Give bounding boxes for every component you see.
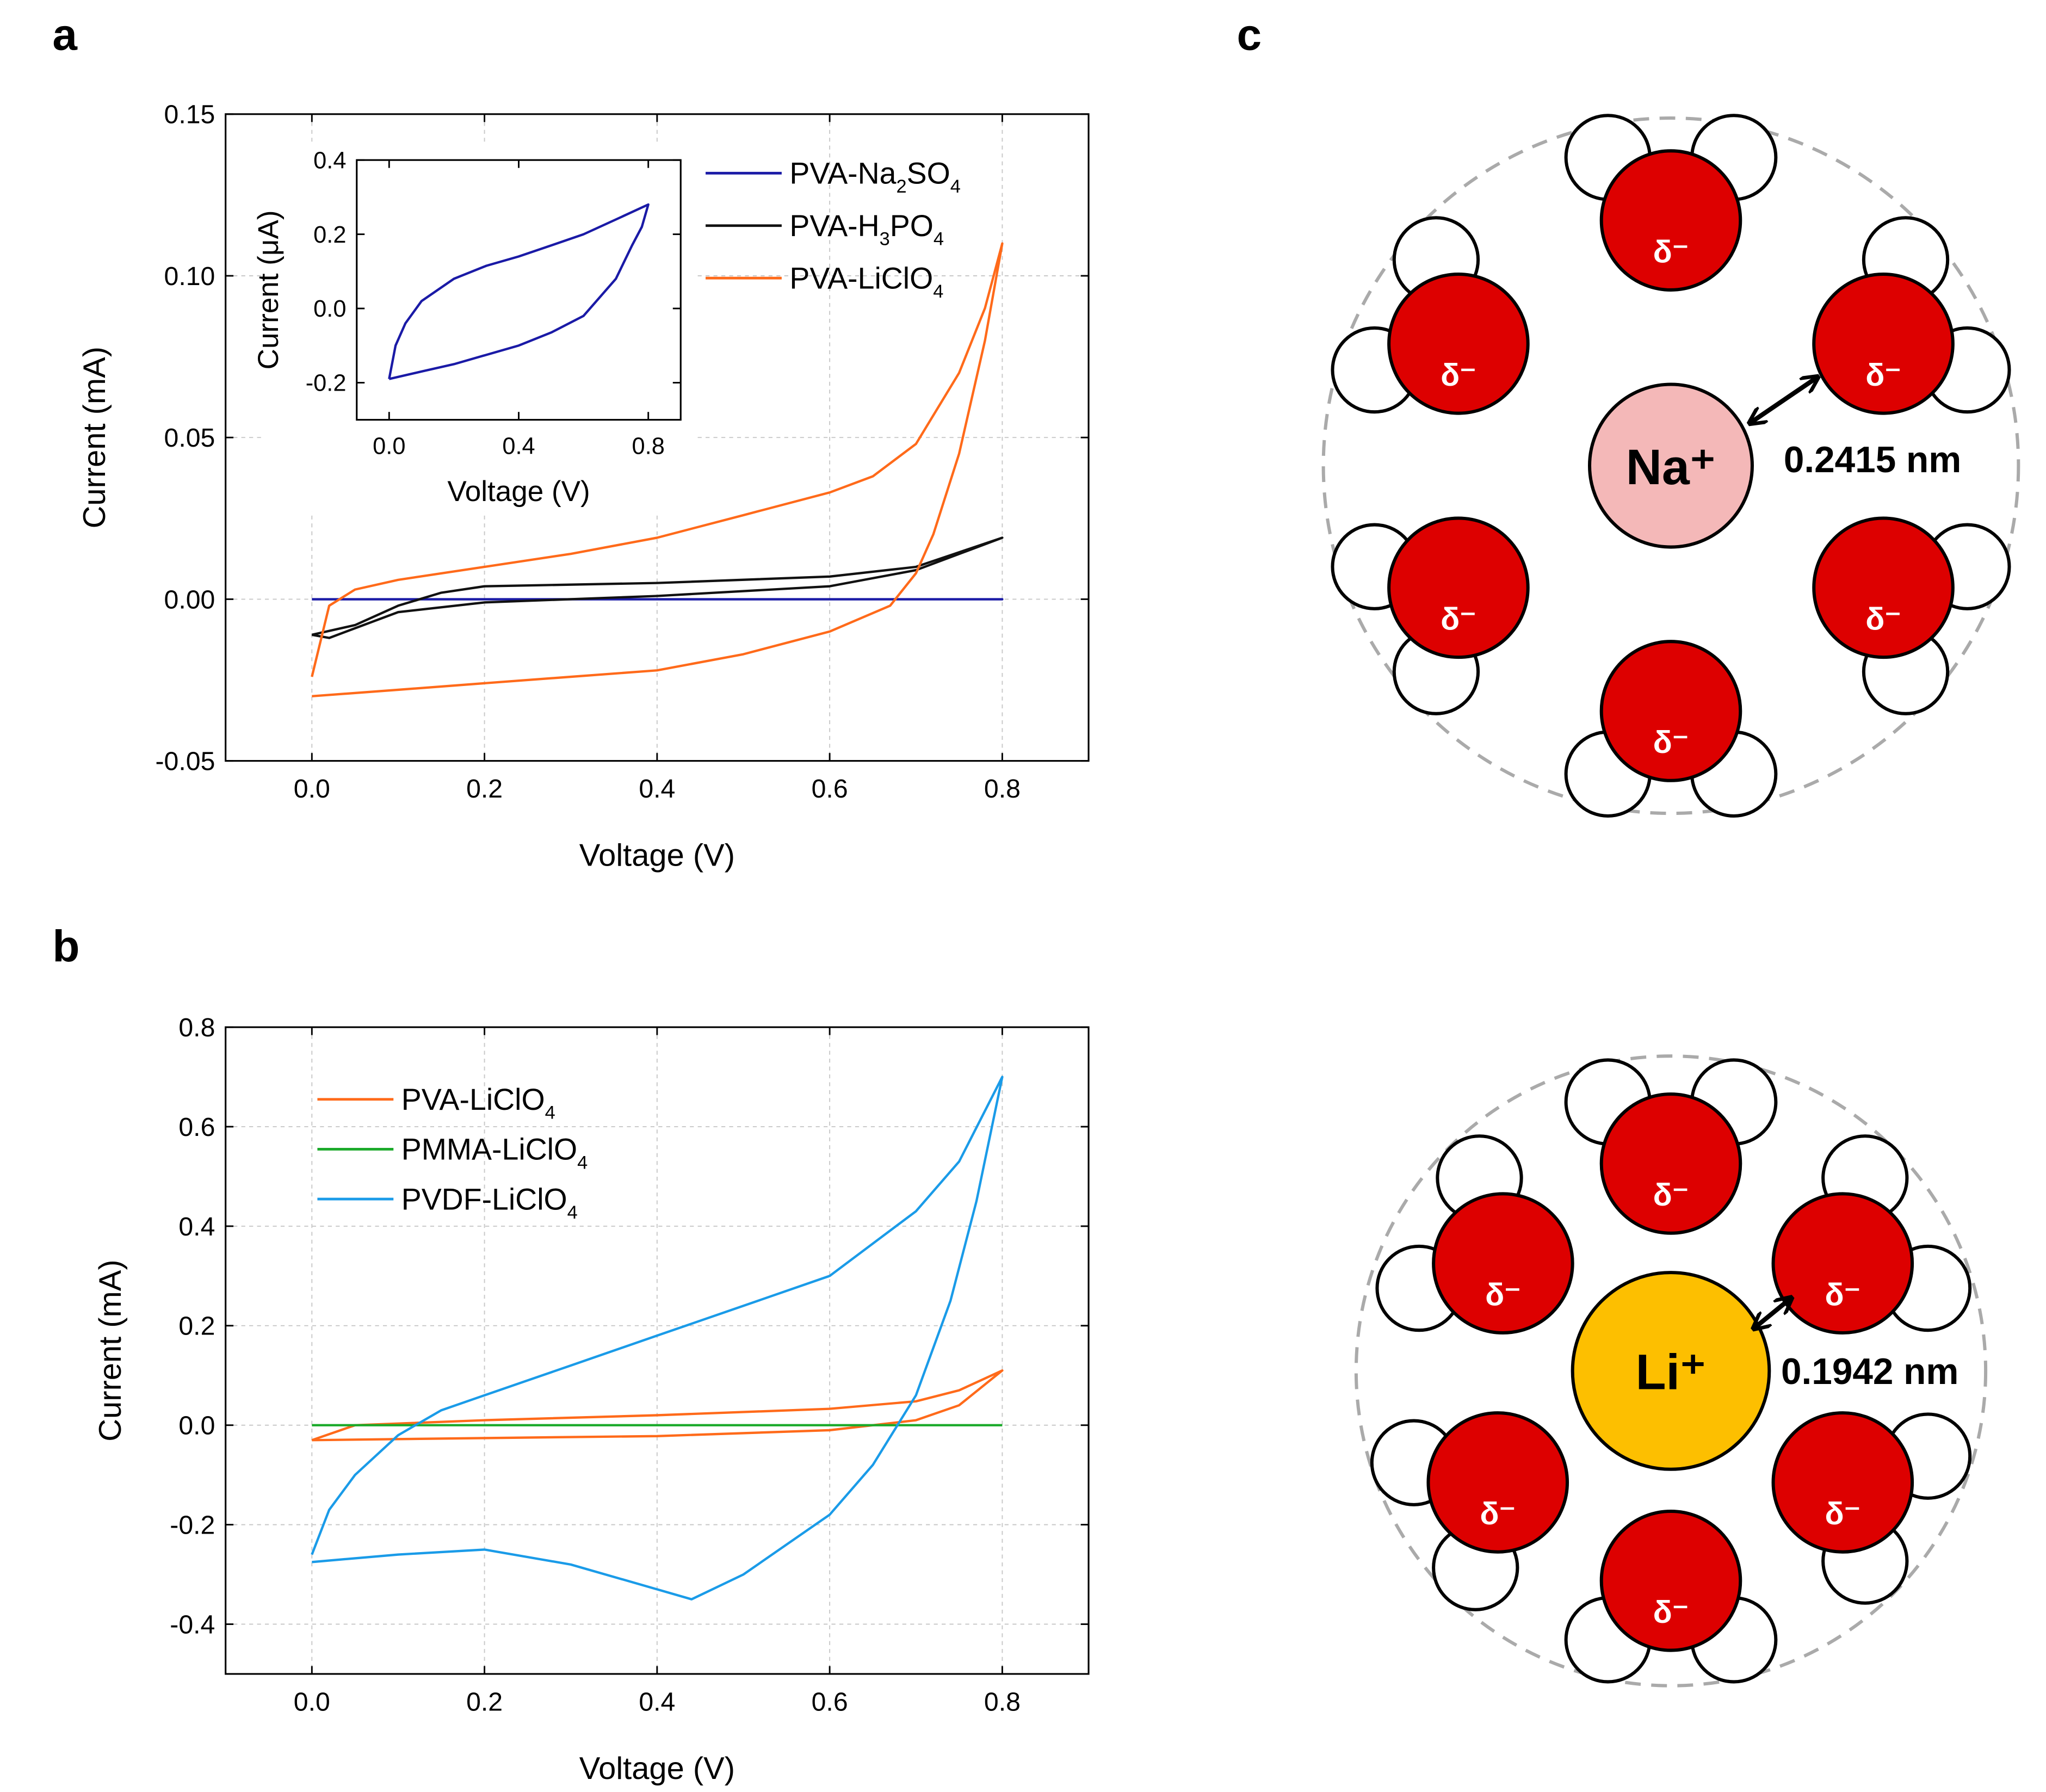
- oxygen-atom: [1599, 640, 1742, 782]
- legend-label: PVDF-LiClO4: [401, 1182, 578, 1223]
- partial-charge-label: δ⁻: [1865, 358, 1901, 393]
- distance-label: 0.1942 nm: [1781, 1351, 1958, 1392]
- y-tick-label: 0.6: [178, 1113, 215, 1142]
- panel-label-b: b: [52, 922, 79, 972]
- inset-y-tick-label: 0.2: [313, 222, 346, 248]
- li-hydration-diagram: δ⁻ δ⁻ δ⁻ δ⁻ δ⁻ δ⁻ Li⁺ 0.1942 nm: [1354, 1054, 1988, 1688]
- series-line-pva-h3po4: [311, 536, 1004, 639]
- x-tick-label: 0.6: [812, 1687, 848, 1716]
- oxygen-atom: [1771, 1192, 1914, 1335]
- na-hydration-diagram: δ⁻ δ⁻ δ⁻ δ⁻ δ⁻ δ⁻ Na⁺ 0.2415 nm: [1321, 114, 2020, 818]
- partial-charge-label: δ⁻: [1825, 1277, 1860, 1312]
- y-tick-label: 0.15: [164, 100, 215, 129]
- oxygen-atom: [1599, 149, 1742, 292]
- y-tick-label: -0.05: [155, 746, 215, 776]
- legend-label: PVA-LiClO4: [789, 262, 943, 302]
- series-line-pva-liclo4: [311, 1369, 1004, 1442]
- y-axis-label: Current (mA): [93, 1259, 128, 1441]
- plot-frame: [225, 1026, 1090, 1675]
- y-tick-label: 0.8: [178, 1013, 215, 1042]
- legend-label: PVA-Na2SO4: [789, 157, 960, 197]
- oxygen-atom: [1812, 516, 1955, 659]
- legend-label: PVA-H3PO4: [789, 209, 944, 250]
- li-ion: [1571, 1271, 1771, 1471]
- oxygen-atom: [1387, 272, 1530, 415]
- partial-charge-label: δ⁻: [1653, 1595, 1689, 1630]
- inset-plot-frame: [356, 159, 682, 421]
- inset-x-tick-label: 0.0: [373, 433, 405, 459]
- y-tick-label: -0.4: [170, 1610, 215, 1639]
- x-tick-label: 0.2: [466, 774, 503, 804]
- x-axis-label: Voltage (V): [579, 838, 735, 873]
- hydration-shell-boundary: [1321, 116, 2020, 815]
- oxygen-atom: [1432, 1192, 1574, 1335]
- y-tick-label: 0.4: [178, 1212, 215, 1241]
- chart-b: 0.0 0.2 0.4 0.6 0.8 -0.4 -0.2 0.0 0.2 0.4 0.6 0.8 Vo…: [93, 1013, 1090, 1786]
- chart-a: 0.0 0.2 0.4 0.6 0.8 -0.05 0.00 0.05 0.10 0.15 Volt…: [77, 100, 1090, 873]
- distance-arrow: [1751, 378, 1817, 422]
- x-axis-label: Voltage (V): [579, 1751, 735, 1786]
- y-tick-label: 0.0: [178, 1411, 215, 1441]
- oxygen-atom: [1426, 1411, 1569, 1554]
- x-tick-label: 0.0: [294, 1687, 330, 1716]
- series-line-pvdf-liclo4: [311, 1076, 1004, 1601]
- partial-charge-label: δ⁻: [1825, 1497, 1860, 1531]
- panel-label-a: a: [52, 10, 78, 60]
- inset-x-tick-label: 0.4: [502, 433, 535, 459]
- na-ion: [1587, 382, 1754, 549]
- partial-charge-label: δ⁻: [1653, 234, 1689, 269]
- y-tick-label: 0.05: [164, 423, 215, 453]
- partial-charge-label: δ⁻: [1653, 725, 1689, 760]
- partial-charge-label: δ⁻: [1441, 602, 1476, 637]
- x-tick-label: 0.8: [984, 774, 1021, 804]
- x-tick-label: 0.4: [639, 774, 675, 804]
- oxygen-atom: [1771, 1411, 1914, 1554]
- inset-y-axis-label: Current (μA): [252, 211, 285, 370]
- inset-series-line-pva-na2so4: [388, 203, 650, 380]
- x-tick-label: 0.0: [294, 774, 330, 804]
- partial-charge-label: δ⁻: [1480, 1497, 1516, 1531]
- distance-label: 0.2415 nm: [1784, 440, 1961, 480]
- oxygen-atom: [1812, 272, 1955, 415]
- legend-label: PVA-LiClO4: [401, 1083, 555, 1123]
- oxygen-atom: [1387, 516, 1530, 659]
- inset-background: [262, 144, 695, 512]
- na-ion-label: Na⁺: [1626, 440, 1716, 495]
- inset-x-axis-label: Voltage (V): [447, 475, 590, 508]
- x-tick-label: 0.8: [984, 1687, 1021, 1716]
- inset-y-tick-label: 0.0: [313, 296, 346, 322]
- plot-frame: [225, 113, 1090, 762]
- y-tick-label: -0.2: [170, 1511, 215, 1540]
- distance-arrow: [1755, 1299, 1790, 1327]
- legend-label: PMMA-LiClO4: [401, 1133, 588, 1173]
- y-tick-label: 0.00: [164, 585, 215, 614]
- inset-y-tick-label: -0.2: [306, 370, 347, 397]
- oxygen-atom: [1599, 1092, 1742, 1235]
- series-line-pva-liclo4: [311, 242, 1004, 697]
- li-ion-label: Li⁺: [1636, 1345, 1707, 1400]
- partial-charge-label: δ⁻: [1865, 602, 1901, 637]
- oxygen-atom: [1599, 1509, 1742, 1652]
- y-tick-label: 0.2: [178, 1312, 215, 1341]
- x-tick-label: 0.4: [639, 1687, 675, 1716]
- partial-charge-label: δ⁻: [1441, 358, 1476, 393]
- inset-y-tick-label: 0.4: [313, 147, 346, 174]
- partial-charge-label: δ⁻: [1485, 1277, 1521, 1312]
- x-tick-label: 0.2: [466, 1687, 503, 1716]
- inset-x-tick-label: 0.8: [632, 433, 665, 459]
- y-axis-label: Current (mA): [77, 347, 112, 528]
- partial-charge-label: δ⁻: [1653, 1178, 1689, 1213]
- panel-label-c: c: [1237, 10, 1262, 60]
- y-tick-label: 0.10: [164, 262, 215, 291]
- hydration-shell-boundary: [1354, 1054, 1988, 1688]
- x-tick-label: 0.6: [812, 774, 848, 804]
